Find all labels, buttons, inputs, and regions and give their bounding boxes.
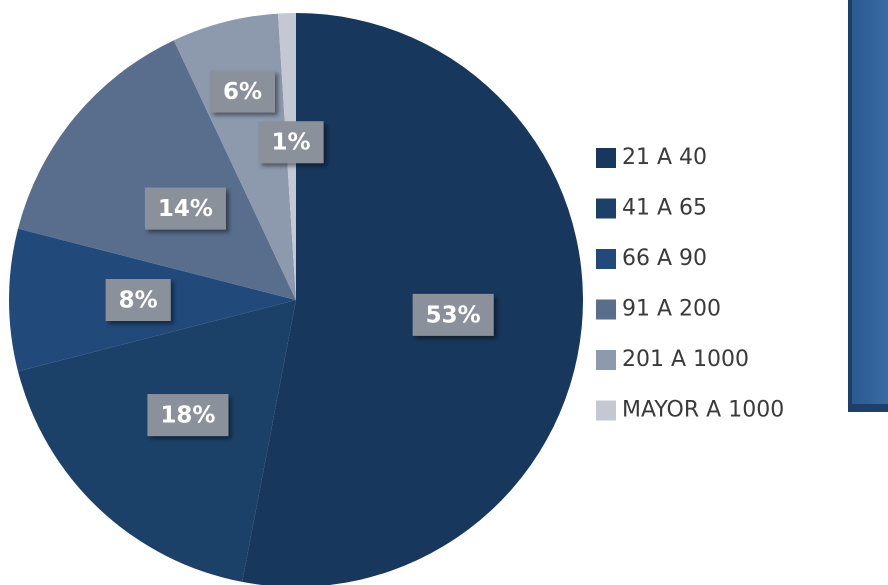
legend-swatch <box>596 249 616 269</box>
legend-label: 41 A 65 <box>622 196 707 221</box>
legend-swatch <box>596 400 616 421</box>
data-label-text: 6% <box>223 79 262 105</box>
legend-swatch <box>596 350 616 370</box>
data-label-box <box>105 279 171 321</box>
legend-swatch <box>596 198 616 219</box>
data-label-box <box>209 70 276 113</box>
legend-label: 201 A 1000 <box>622 347 749 372</box>
pie-slice <box>18 40 296 300</box>
legend-label: MAYOR A 1000 <box>622 398 784 423</box>
data-label-text: 18% <box>160 403 215 429</box>
legend-label: 66 A 90 <box>622 246 707 271</box>
pie-slice <box>18 300 296 582</box>
data-label: 1% <box>258 121 324 164</box>
data-label-text: 8% <box>119 288 158 314</box>
legend-label: 21 A 40 <box>622 145 707 170</box>
legend: 21 A 40 41 A 65 66 A 90 91 A 200 201 A 1000 M… <box>596 145 784 423</box>
legend-swatch <box>596 148 616 168</box>
data-label-box <box>258 121 324 164</box>
data-label: 14% <box>144 187 226 230</box>
data-label-box <box>144 187 226 230</box>
pie-slice <box>242 13 584 585</box>
data-label-box <box>412 293 494 336</box>
data-label-text: 14% <box>158 196 213 222</box>
data-label: 18% <box>147 394 229 437</box>
data-label-text: 53% <box>426 302 481 328</box>
data-label: 8% <box>105 279 171 321</box>
data-labels: 53% 18% 8% 14% 6% 1% <box>105 70 494 437</box>
side-panel-inner <box>852 0 888 404</box>
data-label-box <box>147 394 229 437</box>
data-label: 6% <box>209 70 276 113</box>
data-label: 53% <box>412 293 494 336</box>
legend-label: 91 A 200 <box>622 297 721 322</box>
pie <box>8 13 584 585</box>
legend-swatch <box>596 299 616 320</box>
data-label-text: 1% <box>272 130 311 156</box>
